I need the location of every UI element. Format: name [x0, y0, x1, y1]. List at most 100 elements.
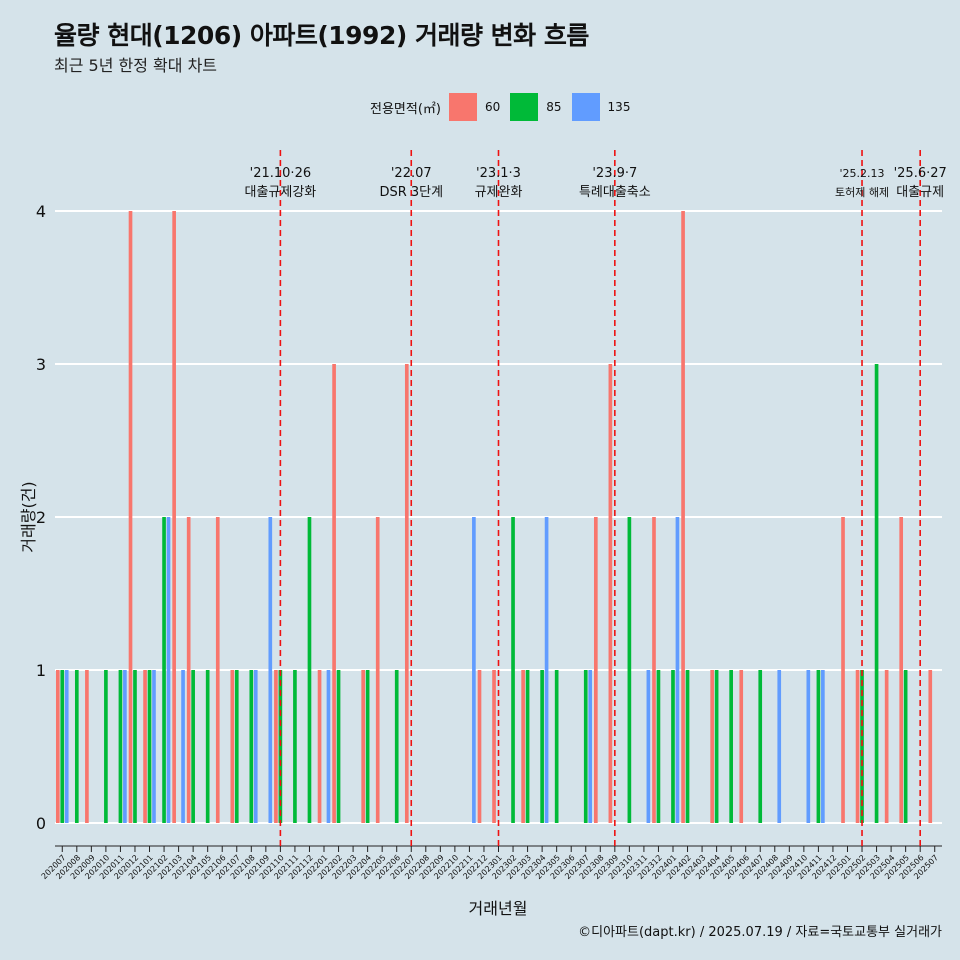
y-tick-label-0: 0 [36, 814, 46, 833]
bar-202204-85 [365, 670, 370, 823]
bar-202102-85 [162, 517, 166, 823]
bar-202106-60 [215, 517, 220, 823]
bar-202009-60 [85, 670, 89, 823]
bar-202505-85 [903, 670, 908, 823]
bar-202104-60 [186, 517, 191, 823]
bar-202108-135 [253, 670, 258, 823]
bar-202105-85 [205, 670, 210, 823]
y-tick-label-4: 4 [36, 202, 46, 221]
legend-item-135: 135 [571, 93, 631, 121]
bar-202404-85 [714, 670, 719, 823]
bar-202502-85 [860, 670, 864, 823]
bar-202307-85 [583, 670, 588, 823]
legend-label-85: 85 [546, 100, 562, 114]
bar-202007-135 [64, 670, 69, 823]
y-tick-label-1: 1 [36, 661, 46, 680]
bar-202502-60 [855, 670, 860, 823]
bar-202303-60 [521, 670, 525, 823]
bar-202012-60 [128, 211, 133, 823]
bar-202104-85 [191, 670, 195, 823]
bar-202011-85 [118, 670, 123, 823]
bar-202107-85 [234, 670, 239, 823]
event-date-202502: '25.2.13 [840, 167, 885, 180]
bar-202111-85 [293, 670, 297, 823]
bar-202011-135 [123, 670, 127, 823]
legend-label-60: 60 [484, 100, 501, 114]
bar-202402-85 [685, 670, 690, 823]
bar-202507-60 [928, 670, 933, 823]
caption: ©디아파트(dapt.kr) / 2025.07.19 / 자료=국토교통부 실… [578, 925, 942, 940]
bar-202503-85 [874, 364, 879, 823]
chart-subtitle: 최근 5년 한정 확대 차트 [54, 56, 218, 75]
event-label-202506: 대출규제 [896, 185, 944, 200]
legend-item-85: 85 [510, 93, 562, 121]
bar-202401-135 [675, 517, 680, 823]
bar-202312-85 [656, 670, 661, 823]
bar-202008-85 [74, 670, 79, 823]
bar-202405-85 [729, 670, 733, 823]
legend-title: 전용면적(㎡) [370, 101, 441, 117]
bar-202103-135 [181, 670, 185, 823]
legend-item-60: 60 [448, 93, 501, 121]
bar-202307-135 [588, 670, 593, 823]
event-date-202207: '22.07 [391, 166, 432, 181]
y-axis-title: 거래량(건) [19, 481, 38, 552]
bar-202312-60 [652, 517, 656, 823]
bar-202108-85 [249, 670, 254, 823]
bar-202407-85 [758, 670, 763, 823]
bar-202202-60 [332, 364, 336, 823]
bar-202110-85 [278, 670, 283, 823]
bar-202204-60 [361, 670, 366, 823]
bar-202101-60 [143, 670, 147, 823]
bar-202107-60 [230, 670, 235, 823]
bar-202301-60 [492, 670, 496, 823]
event-label-202309: 특례대출축소 [579, 185, 651, 200]
bar-202401-85 [671, 670, 675, 823]
bar-202201-135 [326, 670, 331, 823]
event-date-202506: '25.6·27 [894, 166, 947, 181]
bar-202410-135 [806, 670, 811, 823]
legend-swatch-60 [448, 93, 477, 121]
bar-202501-60 [841, 517, 845, 823]
event-date-202110: '21.10·26 [250, 166, 311, 181]
bar-202309-60 [608, 364, 613, 823]
x-axis-title: 거래년월 [469, 899, 528, 918]
bar-202304-135 [544, 517, 549, 823]
bar-202504-60 [884, 670, 889, 823]
event-label-202502: 토허제 해제 [835, 185, 889, 199]
legend: 전용면적(㎡) 60 85 135 [370, 92, 640, 122]
bar-202404-60 [710, 670, 714, 823]
bar-202202-85 [336, 670, 341, 823]
legend-swatch-85 [510, 93, 539, 121]
event-date-202301: '23.1·3 [476, 166, 521, 181]
event-label-202207: DSR 3단계 [379, 185, 443, 200]
y-tick-label-2: 2 [36, 508, 46, 527]
bar-202411-135 [821, 670, 825, 823]
bar-202302-85 [511, 517, 515, 823]
event-date-202309: '23.9·7 [592, 166, 637, 181]
bar-202102-135 [166, 517, 171, 823]
bar-202207-60 [404, 364, 409, 823]
legend-label-135: 135 [607, 100, 631, 114]
bar-202408-135 [777, 670, 782, 823]
event-label-202301: 규제완화 [475, 185, 523, 200]
bar-202303-85 [525, 670, 530, 823]
bar-202201-60 [317, 670, 322, 823]
bar-202110-60 [274, 670, 278, 823]
bar-202103-60 [172, 211, 176, 823]
legend-swatch-135 [571, 93, 600, 121]
bar-202206-85 [394, 670, 399, 823]
chart-title: 율량 현대(1206) 아파트(1992) 거래량 변화 흐름 [54, 21, 589, 50]
bar-202310-85 [627, 517, 632, 823]
bar-202007-85 [60, 670, 65, 823]
bar-202305-85 [554, 670, 559, 823]
bar-202505-60 [899, 517, 904, 823]
bar-202010-85 [104, 670, 108, 823]
bar-202406-60 [739, 670, 744, 823]
bar-202311-135 [646, 670, 651, 823]
bar-202411-85 [816, 670, 821, 823]
bar-202205-60 [375, 517, 380, 823]
bar-202402-60 [681, 211, 685, 823]
bar-202304-85 [540, 670, 544, 823]
